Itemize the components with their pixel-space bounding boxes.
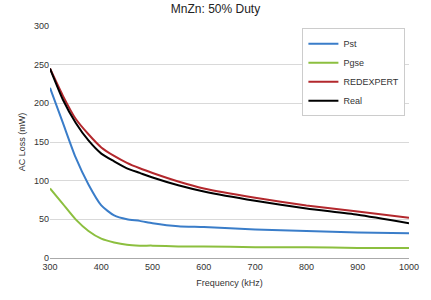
svg-text:600: 600 [196, 262, 211, 272]
svg-text:900: 900 [350, 262, 365, 272]
svg-text:REDEXPERT: REDEXPERT [343, 77, 398, 87]
svg-text:400: 400 [94, 262, 109, 272]
svg-text:Real: Real [343, 96, 362, 106]
svg-text:250: 250 [34, 60, 49, 70]
svg-text:1000: 1000 [399, 262, 419, 272]
svg-text:300: 300 [42, 262, 57, 272]
svg-text:200: 200 [34, 98, 49, 108]
svg-text:Pst: Pst [343, 39, 357, 49]
svg-text:100: 100 [34, 176, 49, 186]
svg-text:MnZn: 50% Duty: MnZn: 50% Duty [171, 2, 260, 16]
svg-text:150: 150 [34, 137, 49, 147]
svg-text:Pgse: Pgse [343, 58, 364, 68]
svg-text:800: 800 [299, 262, 314, 272]
svg-text:0: 0 [44, 253, 49, 263]
svg-text:300: 300 [34, 21, 49, 31]
svg-text:AC Loss (mW): AC Loss (mW) [17, 113, 27, 172]
svg-text:50: 50 [39, 214, 49, 224]
svg-text:Frequency (kHz): Frequency (kHz) [196, 278, 263, 288]
svg-text:700: 700 [248, 262, 263, 272]
svg-text:500: 500 [145, 262, 160, 272]
